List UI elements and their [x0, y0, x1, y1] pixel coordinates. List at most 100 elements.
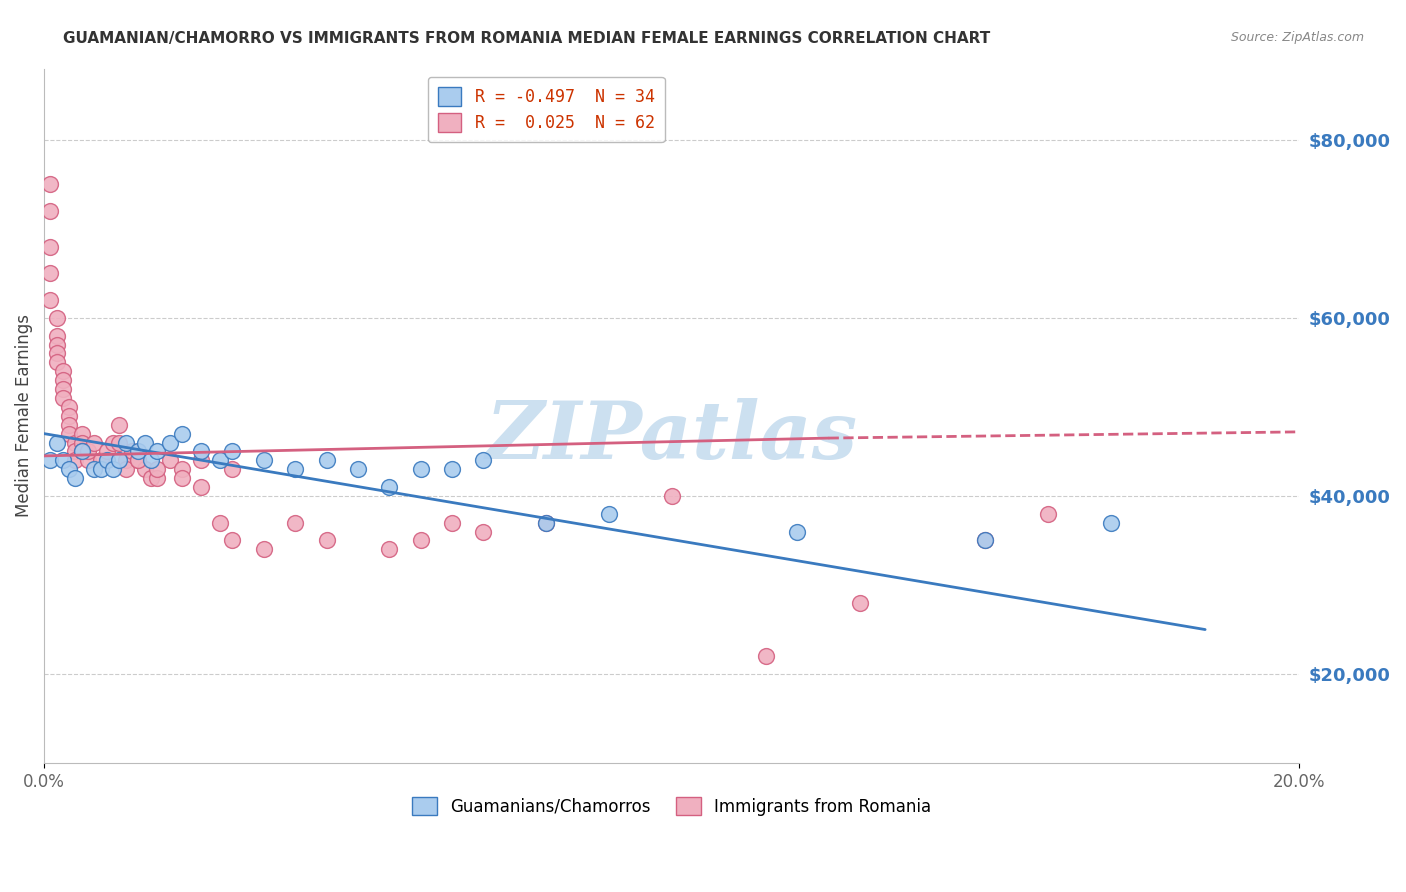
Point — [159, 453, 181, 467]
Point — [472, 453, 495, 467]
Point — [108, 435, 131, 450]
Point — [90, 462, 112, 476]
Point — [39, 204, 62, 219]
Point — [58, 462, 80, 476]
Point — [52, 364, 75, 378]
Point — [221, 462, 243, 476]
Point — [58, 400, 80, 414]
Point — [1099, 516, 1122, 530]
Point — [441, 516, 464, 530]
Point — [39, 453, 62, 467]
Point — [114, 453, 136, 467]
Point — [253, 453, 276, 467]
Point — [172, 426, 194, 441]
Point — [45, 337, 67, 351]
Point — [52, 453, 75, 467]
Point — [172, 471, 194, 485]
Point — [134, 435, 156, 450]
Point — [108, 417, 131, 432]
Point — [139, 453, 162, 467]
Point — [534, 516, 557, 530]
Point — [90, 453, 112, 467]
Text: GUAMANIAN/CHAMORRO VS IMMIGRANTS FROM ROMANIA MEDIAN FEMALE EARNINGS CORRELATION: GUAMANIAN/CHAMORRO VS IMMIGRANTS FROM RO… — [63, 31, 990, 46]
Text: ZIPatlas: ZIPatlas — [485, 398, 858, 475]
Point — [974, 533, 997, 548]
Y-axis label: Median Female Earnings: Median Female Earnings — [15, 314, 32, 517]
Point — [190, 453, 212, 467]
Point — [39, 178, 62, 192]
Point — [52, 373, 75, 387]
Point — [77, 453, 100, 467]
Point — [190, 480, 212, 494]
Point — [347, 462, 370, 476]
Point — [284, 462, 307, 476]
Point — [114, 435, 136, 450]
Point — [70, 435, 93, 450]
Point — [127, 453, 149, 467]
Point — [101, 462, 124, 476]
Point — [58, 417, 80, 432]
Point — [45, 355, 67, 369]
Text: Source: ZipAtlas.com: Source: ZipAtlas.com — [1230, 31, 1364, 45]
Point — [208, 453, 231, 467]
Point — [172, 462, 194, 476]
Point — [52, 382, 75, 396]
Point — [65, 444, 87, 458]
Point — [441, 462, 464, 476]
Point — [65, 471, 87, 485]
Point — [58, 409, 80, 423]
Point — [1038, 507, 1060, 521]
Point — [786, 524, 808, 539]
Point — [65, 435, 87, 450]
Point — [139, 471, 162, 485]
Point — [70, 444, 93, 458]
Point — [409, 533, 432, 548]
Point — [159, 435, 181, 450]
Point — [221, 444, 243, 458]
Point — [755, 649, 778, 664]
Legend: Guamanians/Chamorros, Immigrants from Romania: Guamanians/Chamorros, Immigrants from Ro… — [404, 789, 939, 824]
Point — [39, 293, 62, 307]
Point — [472, 524, 495, 539]
Point — [58, 426, 80, 441]
Point — [39, 266, 62, 280]
Point — [534, 516, 557, 530]
Point — [127, 444, 149, 458]
Point — [70, 426, 93, 441]
Point — [52, 391, 75, 405]
Point — [77, 444, 100, 458]
Point — [101, 435, 124, 450]
Point — [378, 480, 401, 494]
Point — [65, 453, 87, 467]
Point — [208, 516, 231, 530]
Point — [315, 453, 337, 467]
Point — [83, 435, 105, 450]
Point — [284, 516, 307, 530]
Point — [96, 453, 118, 467]
Point — [146, 462, 169, 476]
Point — [45, 435, 67, 450]
Point — [146, 444, 169, 458]
Point — [121, 444, 143, 458]
Point — [45, 310, 67, 325]
Point — [45, 328, 67, 343]
Point — [190, 444, 212, 458]
Point — [661, 489, 683, 503]
Point — [378, 542, 401, 557]
Point — [127, 453, 149, 467]
Point — [108, 453, 131, 467]
Point — [974, 533, 997, 548]
Point — [221, 533, 243, 548]
Point — [96, 444, 118, 458]
Point — [253, 542, 276, 557]
Point — [315, 533, 337, 548]
Point — [70, 444, 93, 458]
Point — [39, 239, 62, 253]
Point — [45, 346, 67, 360]
Point — [114, 462, 136, 476]
Point — [849, 596, 872, 610]
Point — [134, 462, 156, 476]
Point — [409, 462, 432, 476]
Point — [146, 471, 169, 485]
Point — [598, 507, 620, 521]
